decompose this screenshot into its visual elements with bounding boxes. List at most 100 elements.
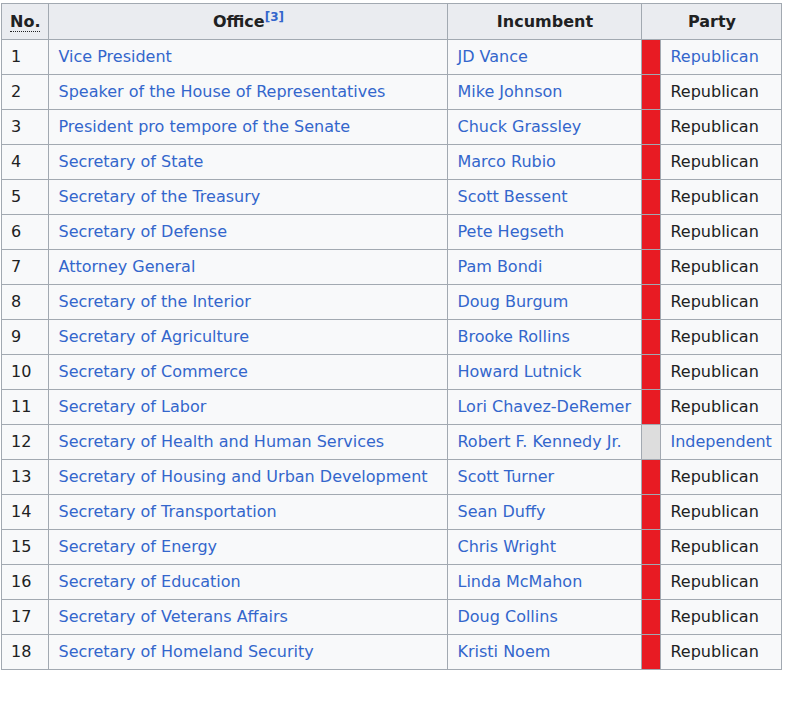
office-link[interactable]: Secretary of Agriculture	[58, 327, 249, 346]
incumbent-link[interactable]: Doug Burgum	[457, 292, 568, 311]
incumbent-link[interactable]: Lori Chavez-DeRemer	[457, 397, 631, 416]
row-number-cell: 8	[2, 285, 49, 320]
party-label: Republican	[670, 292, 758, 311]
incumbent-cell: Pam Bondi	[448, 250, 642, 285]
party-swatch	[642, 180, 661, 215]
incumbent-link[interactable]: Howard Lutnick	[457, 362, 581, 381]
table-row: 14 Secretary of Transportation Sean Duff…	[2, 495, 782, 530]
incumbent-link[interactable]: Scott Bessent	[457, 187, 567, 206]
row-number-cell: 12	[2, 425, 49, 460]
incumbent-link[interactable]: Linda McMahon	[457, 572, 582, 591]
row-number-cell: 15	[2, 530, 49, 565]
incumbent-cell: Robert F. Kennedy Jr.	[448, 425, 642, 460]
incumbent-link[interactable]: Pam Bondi	[457, 257, 542, 276]
office-cell: Vice President	[49, 40, 448, 75]
incumbent-link[interactable]: JD Vance	[457, 47, 527, 66]
row-number-cell: 4	[2, 145, 49, 180]
party-swatch	[642, 600, 661, 635]
table-row: 2 Speaker of the House of Representative…	[2, 75, 782, 110]
row-number-cell: 17	[2, 600, 49, 635]
party-swatch	[642, 565, 661, 600]
office-link[interactable]: Vice President	[58, 47, 171, 66]
col-header-incumbent: Incumbent	[448, 4, 642, 40]
incumbent-cell: Linda McMahon	[448, 565, 642, 600]
incumbent-link[interactable]: Brooke Rollins	[457, 327, 569, 346]
party-cell: Republican	[661, 285, 782, 320]
party-cell: Independent	[661, 425, 782, 460]
party-label[interactable]: Independent	[670, 432, 771, 451]
party-label: Republican	[670, 327, 758, 346]
office-link[interactable]: Secretary of Homeland Security	[58, 642, 313, 661]
party-swatch	[642, 495, 661, 530]
incumbent-link[interactable]: Sean Duffy	[457, 502, 545, 521]
office-link[interactable]: Secretary of Commerce	[58, 362, 247, 381]
incumbent-link[interactable]: Marco Rubio	[457, 152, 555, 171]
office-link[interactable]: Secretary of Labor	[58, 397, 206, 416]
office-link[interactable]: Secretary of Energy	[58, 537, 217, 556]
office-link[interactable]: Secretary of Veterans Affairs	[58, 607, 287, 626]
party-label: Republican	[670, 537, 758, 556]
party-label: Republican	[670, 607, 758, 626]
reference-3-link[interactable]: [3]	[265, 10, 284, 24]
incumbent-cell: Pete Hegseth	[448, 215, 642, 250]
incumbent-link[interactable]: Mike Johnson	[457, 82, 562, 101]
incumbent-link[interactable]: Robert F. Kennedy Jr.	[457, 432, 621, 451]
office-link[interactable]: Secretary of Health and Human Services	[58, 432, 384, 451]
office-link[interactable]: Secretary of Transportation	[58, 502, 276, 521]
incumbent-link[interactable]: Scott Turner	[457, 467, 554, 486]
reference-superscript: [3]	[265, 10, 284, 24]
incumbent-link[interactable]: Pete Hegseth	[457, 222, 564, 241]
table-row: 17 Secretary of Veterans Affairs Doug Co…	[2, 600, 782, 635]
party-cell: Republican	[661, 565, 782, 600]
incumbent-link[interactable]: Kristi Noem	[457, 642, 550, 661]
office-cell: Secretary of Education	[49, 565, 448, 600]
party-cell: Republican	[661, 355, 782, 390]
incumbent-cell: JD Vance	[448, 40, 642, 75]
office-link[interactable]: Speaker of the House of Representatives	[58, 82, 385, 101]
no-abbreviation: No.	[10, 12, 40, 32]
party-swatch	[642, 635, 661, 670]
office-link[interactable]: Secretary of Housing and Urban Developme…	[58, 467, 427, 486]
incumbent-cell: Doug Collins	[448, 600, 642, 635]
office-link[interactable]: Secretary of State	[58, 152, 203, 171]
office-link[interactable]: Secretary of Education	[58, 572, 240, 591]
office-cell: Secretary of State	[49, 145, 448, 180]
party-swatch	[642, 40, 661, 75]
table-row: 12 Secretary of Health and Human Service…	[2, 425, 782, 460]
party-cell: Republican	[661, 215, 782, 250]
party-label[interactable]: Republican	[670, 47, 758, 66]
office-cell: Secretary of Housing and Urban Developme…	[49, 460, 448, 495]
table-row: 6 Secretary of Defense Pete Hegseth Repu…	[2, 215, 782, 250]
party-label: Republican	[670, 642, 758, 661]
table-row: 8 Secretary of the Interior Doug Burgum …	[2, 285, 782, 320]
table-row: 3 President pro tempore of the Senate Ch…	[2, 110, 782, 145]
party-swatch	[642, 250, 661, 285]
party-swatch	[642, 215, 661, 250]
row-number-cell: 7	[2, 250, 49, 285]
party-cell: Republican	[661, 635, 782, 670]
office-link[interactable]: Secretary of the Treasury	[58, 187, 260, 206]
party-label: Republican	[670, 257, 758, 276]
row-number-cell: 3	[2, 110, 49, 145]
party-swatch	[642, 530, 661, 565]
office-link[interactable]: Secretary of the Interior	[58, 292, 250, 311]
incumbent-cell: Chris Wright	[448, 530, 642, 565]
incumbent-link[interactable]: Chris Wright	[457, 537, 555, 556]
party-swatch	[642, 460, 661, 495]
office-header-label: Office	[213, 12, 265, 31]
office-cell: Attorney General	[49, 250, 448, 285]
party-cell: Republican	[661, 110, 782, 145]
table-row: 5 Secretary of the Treasury Scott Bessen…	[2, 180, 782, 215]
incumbent-cell: Scott Turner	[448, 460, 642, 495]
party-cell: Republican	[661, 460, 782, 495]
incumbent-cell: Marco Rubio	[448, 145, 642, 180]
incumbent-link[interactable]: Doug Collins	[457, 607, 557, 626]
office-link[interactable]: President pro tempore of the Senate	[58, 117, 350, 136]
incumbent-cell: Scott Bessent	[448, 180, 642, 215]
party-cell: Republican	[661, 250, 782, 285]
office-link[interactable]: Attorney General	[58, 257, 195, 276]
row-number-cell: 13	[2, 460, 49, 495]
office-link[interactable]: Secretary of Defense	[58, 222, 227, 241]
incumbent-link[interactable]: Chuck Grassley	[457, 117, 581, 136]
office-cell: Secretary of the Treasury	[49, 180, 448, 215]
